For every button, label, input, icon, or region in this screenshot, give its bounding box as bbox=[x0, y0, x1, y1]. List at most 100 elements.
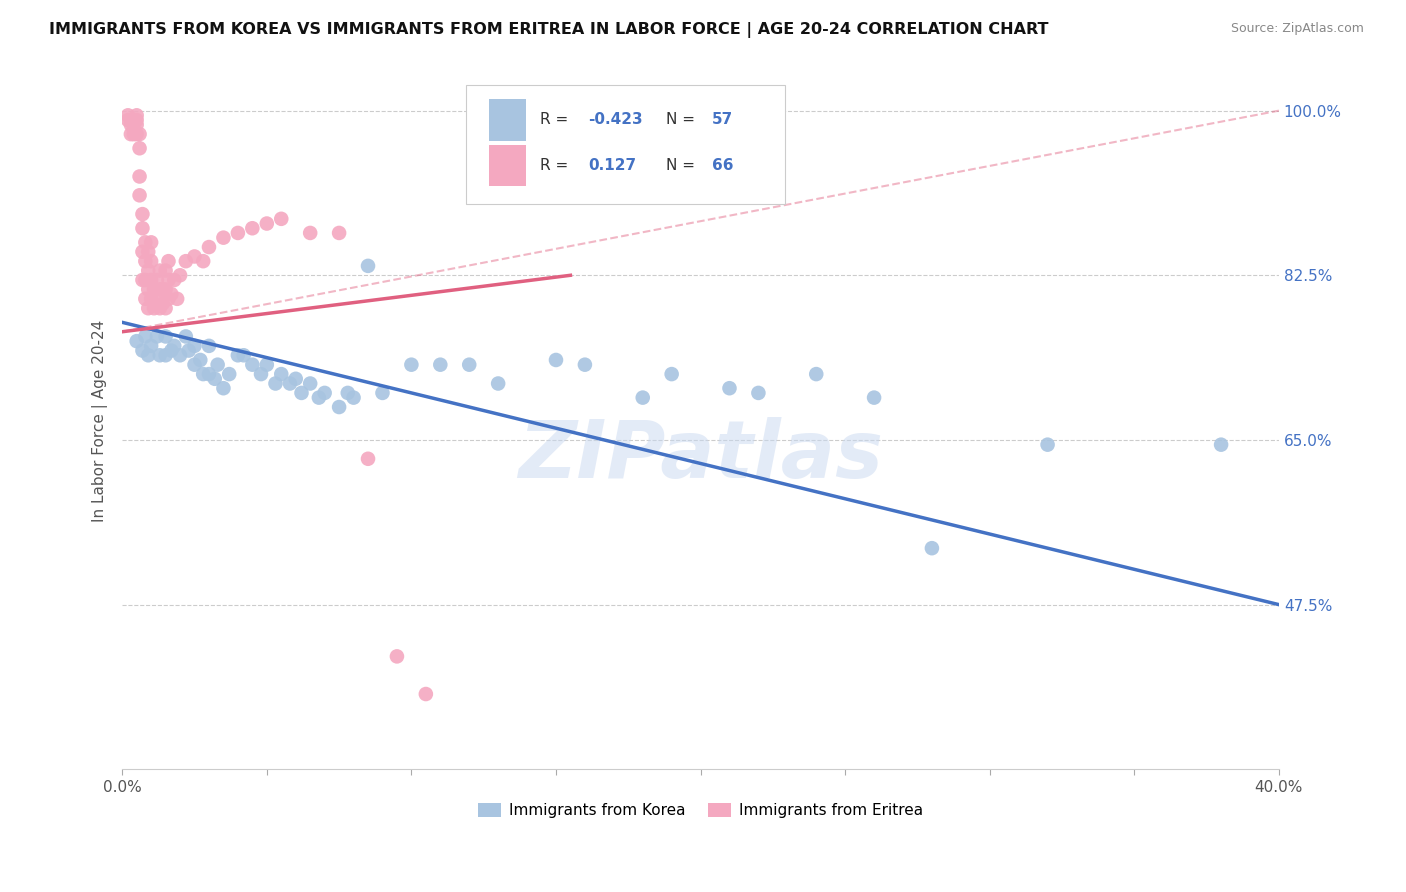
Point bbox=[139, 254, 162, 268]
Point bbox=[139, 273, 162, 287]
Point bbox=[226, 226, 249, 240]
Text: ZIPatlas: ZIPatlas bbox=[517, 417, 883, 495]
Point bbox=[122, 113, 145, 128]
Point bbox=[134, 254, 156, 268]
Point bbox=[357, 451, 380, 466]
Point bbox=[160, 287, 183, 301]
Point bbox=[328, 226, 350, 240]
Point bbox=[198, 367, 221, 381]
Point bbox=[131, 273, 153, 287]
Legend: Immigrants from Korea, Immigrants from Eritrea: Immigrants from Korea, Immigrants from E… bbox=[472, 797, 929, 824]
Point bbox=[290, 385, 312, 400]
Point bbox=[264, 376, 287, 391]
Point bbox=[149, 348, 172, 362]
Point bbox=[1209, 438, 1232, 452]
Point bbox=[401, 358, 423, 372]
Text: 0.127: 0.127 bbox=[588, 158, 637, 173]
Point bbox=[155, 282, 177, 296]
Point bbox=[143, 301, 166, 316]
Point bbox=[131, 221, 153, 235]
Point bbox=[152, 296, 174, 310]
Point bbox=[149, 263, 172, 277]
Point bbox=[174, 329, 197, 343]
Point bbox=[204, 372, 226, 386]
Point bbox=[125, 108, 148, 122]
Point bbox=[146, 292, 169, 306]
Point bbox=[661, 367, 683, 381]
Point bbox=[157, 273, 180, 287]
Point bbox=[128, 141, 150, 155]
Point bbox=[134, 273, 156, 287]
Point bbox=[357, 259, 380, 273]
Text: 66: 66 bbox=[713, 158, 734, 173]
Point bbox=[117, 108, 139, 122]
Point bbox=[136, 244, 159, 259]
Point bbox=[134, 292, 156, 306]
Y-axis label: In Labor Force | Age 20-24: In Labor Force | Age 20-24 bbox=[93, 320, 108, 523]
Point bbox=[415, 687, 437, 701]
Point bbox=[146, 329, 169, 343]
Point bbox=[863, 391, 886, 405]
Point bbox=[240, 358, 263, 372]
Point bbox=[458, 358, 481, 372]
Point bbox=[486, 376, 509, 391]
Point bbox=[157, 292, 180, 306]
Point bbox=[163, 339, 186, 353]
Point bbox=[122, 113, 145, 128]
Point bbox=[278, 376, 301, 391]
Point bbox=[371, 385, 394, 400]
Point bbox=[212, 230, 235, 244]
Point bbox=[299, 226, 322, 240]
Point bbox=[131, 244, 153, 259]
Point bbox=[155, 348, 177, 362]
Point bbox=[125, 118, 148, 132]
Point bbox=[177, 343, 200, 358]
Point bbox=[385, 649, 408, 664]
Point bbox=[198, 240, 221, 254]
Text: R =: R = bbox=[540, 112, 572, 128]
Point bbox=[125, 127, 148, 141]
Point bbox=[139, 235, 162, 250]
Point bbox=[143, 282, 166, 296]
Point bbox=[336, 385, 359, 400]
Point bbox=[544, 353, 567, 368]
Point bbox=[131, 343, 153, 358]
Point bbox=[226, 348, 249, 362]
Point bbox=[117, 113, 139, 128]
Point bbox=[169, 268, 191, 283]
Point bbox=[921, 541, 943, 556]
Point bbox=[155, 263, 177, 277]
Point bbox=[718, 381, 741, 395]
FancyBboxPatch shape bbox=[465, 85, 785, 204]
Point bbox=[218, 367, 240, 381]
Point bbox=[240, 221, 263, 235]
Text: Source: ZipAtlas.com: Source: ZipAtlas.com bbox=[1230, 22, 1364, 36]
Point bbox=[120, 118, 142, 132]
Point bbox=[120, 113, 142, 128]
Point bbox=[152, 282, 174, 296]
Point bbox=[342, 391, 364, 405]
Point bbox=[250, 367, 273, 381]
Point bbox=[284, 372, 307, 386]
Point bbox=[136, 348, 159, 362]
Point bbox=[256, 358, 278, 372]
Point bbox=[139, 339, 162, 353]
Point bbox=[136, 263, 159, 277]
Text: -0.423: -0.423 bbox=[588, 112, 643, 128]
Point bbox=[270, 367, 292, 381]
Point bbox=[256, 217, 278, 231]
Point bbox=[134, 329, 156, 343]
Point bbox=[136, 301, 159, 316]
Point bbox=[198, 339, 221, 353]
Point bbox=[149, 282, 172, 296]
Point bbox=[207, 358, 229, 372]
Point bbox=[314, 385, 336, 400]
Point bbox=[232, 348, 254, 362]
Point bbox=[308, 391, 330, 405]
Point bbox=[128, 127, 150, 141]
Point bbox=[188, 353, 211, 368]
Point bbox=[212, 381, 235, 395]
Point bbox=[134, 235, 156, 250]
Text: IMMIGRANTS FROM KOREA VS IMMIGRANTS FROM ERITREA IN LABOR FORCE | AGE 20-24 CORR: IMMIGRANTS FROM KOREA VS IMMIGRANTS FROM… bbox=[49, 22, 1049, 38]
Point bbox=[155, 301, 177, 316]
